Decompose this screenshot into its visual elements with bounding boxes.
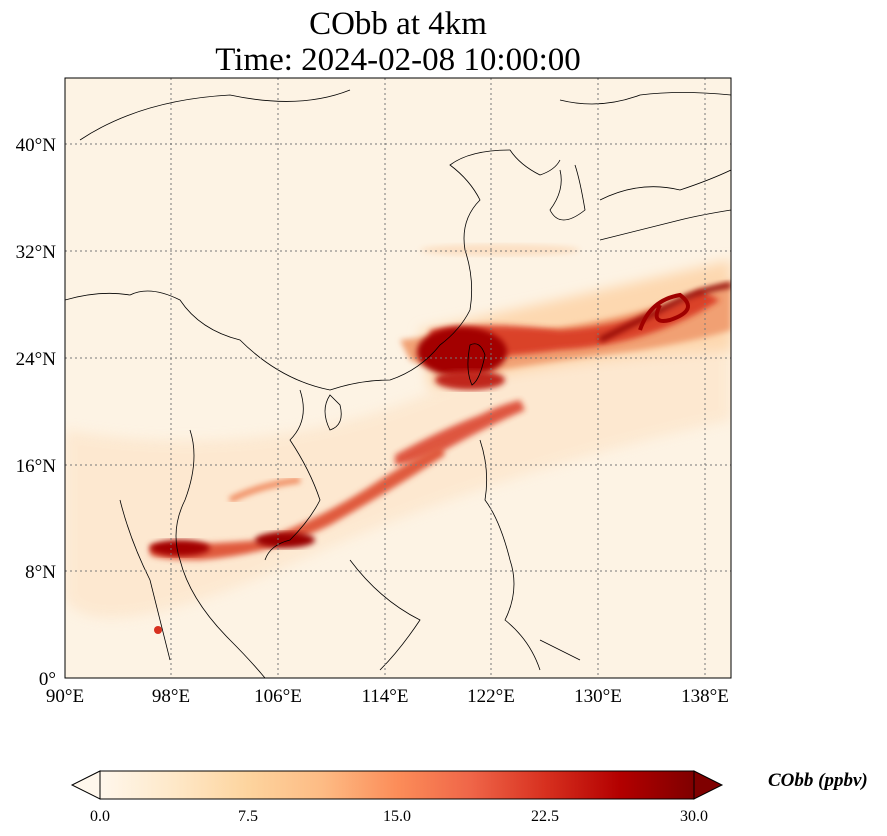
colorbar: 0.0 7.5 15.0 22.5 30.0 xyxy=(70,770,724,825)
colorbar-tick-label: 0.0 xyxy=(90,808,110,825)
y-tick-label: 8°N xyxy=(25,562,56,583)
x-tick-label: 122°E xyxy=(467,686,515,707)
y-tick-label: 40°N xyxy=(16,135,57,156)
colorbar-tick-label: 22.5 xyxy=(531,808,559,825)
colorbar-gradient xyxy=(99,770,695,800)
y-tick-label: 0° xyxy=(39,669,56,690)
map-time: Time: 2024-02-08 10:00:00 xyxy=(215,42,581,78)
x-tick-label: 106°E xyxy=(254,686,302,707)
x-tick-label: 130°E xyxy=(574,686,622,707)
x-tick-label: 90°E xyxy=(46,686,84,707)
x-tick-label: 98°E xyxy=(152,686,190,707)
colorbar-tick-label: 7.5 xyxy=(238,808,258,825)
plume-layer xyxy=(65,244,731,634)
map-frame xyxy=(64,77,732,679)
x-tick-label: 138°E xyxy=(681,686,729,707)
y-tick-label: 32°N xyxy=(16,242,57,263)
colorbar-max-extend xyxy=(693,770,724,800)
y-tick-label: 16°N xyxy=(16,456,57,477)
map-title: CObb at 4km xyxy=(309,6,487,42)
coastlines xyxy=(65,89,731,678)
colorbar-label: CObb (ppbv) xyxy=(768,770,868,791)
colorbar-min-extend xyxy=(70,770,101,800)
y-tick-label: 24°N xyxy=(16,349,57,370)
x-tick-label: 114°E xyxy=(362,686,409,707)
colorbar-tick-label: 15.0 xyxy=(383,808,411,825)
colorbar-tick-label: 30.0 xyxy=(680,808,708,825)
